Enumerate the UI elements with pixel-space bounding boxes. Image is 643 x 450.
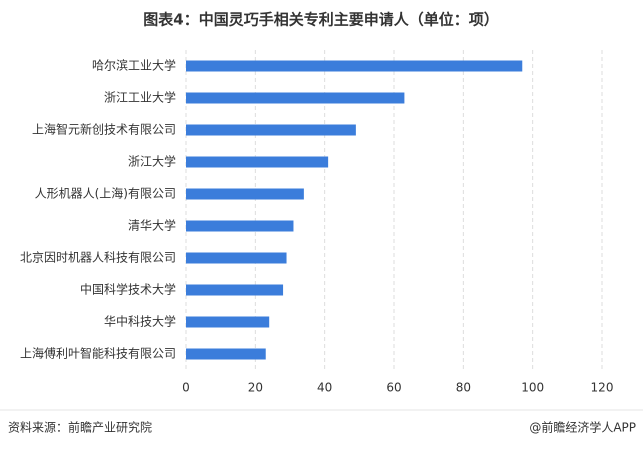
y-tick-label: 中国科学技术大学	[80, 282, 176, 297]
y-tick-label: 人形机器人(上海)有限公司	[35, 186, 176, 201]
source: 资料来源：前瞻产业研究院	[8, 420, 152, 435]
y-tick-label: 清华大学	[128, 218, 176, 233]
x-tick-label: 60	[386, 381, 401, 395]
x-tick-label: 100	[521, 381, 544, 395]
credit: @前瞻经济学人APP	[529, 420, 636, 435]
bar	[186, 252, 287, 264]
y-tick-label: 上海傅利叶智能科技有限公司	[20, 346, 176, 361]
bar	[186, 316, 270, 328]
chart-title: 图表4：中国灵巧手相关专利主要申请人（单位：项）	[143, 11, 498, 29]
bar	[186, 156, 329, 168]
x-tick-label: 80	[456, 381, 471, 395]
bar	[186, 60, 523, 72]
bar	[186, 284, 284, 296]
x-tick-label: 0	[182, 381, 190, 395]
bar	[186, 92, 405, 104]
bar	[186, 220, 294, 232]
y-tick-label: 上海智元新创技术有限公司	[32, 122, 176, 137]
bar	[186, 348, 266, 360]
y-tick-label: 浙江大学	[128, 154, 176, 169]
x-tick-label: 40	[317, 381, 332, 395]
x-tick-label: 20	[248, 381, 263, 395]
y-tick-label: 华中科技大学	[104, 314, 176, 329]
bar	[186, 188, 304, 200]
bar	[186, 124, 356, 136]
y-tick-label: 浙江工业大学	[104, 90, 176, 105]
y-tick-label: 哈尔滨工业大学	[92, 58, 176, 73]
x-tick-label: 120	[591, 381, 614, 395]
y-tick-label: 北京因时机器人科技有限公司	[20, 251, 176, 265]
